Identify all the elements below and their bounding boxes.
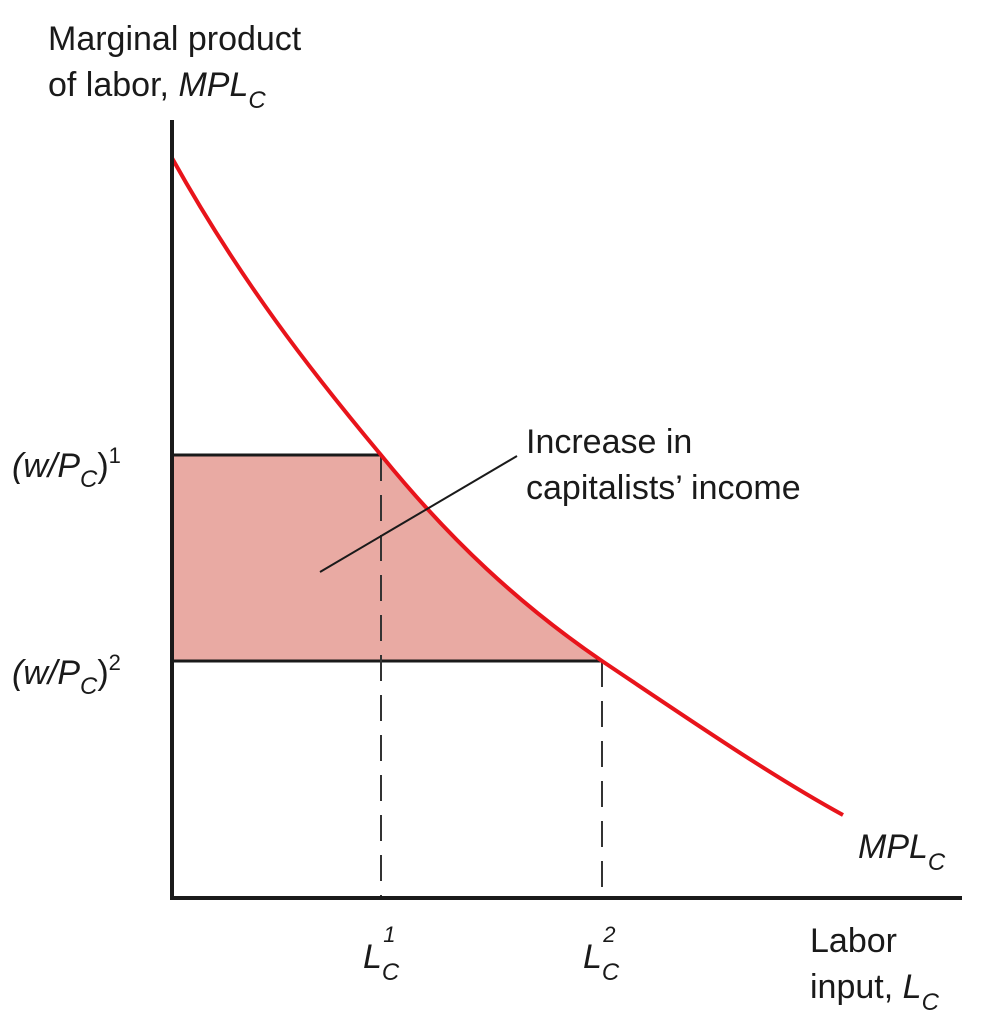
y-tick-wage-1: (w/PC)1 [12, 443, 121, 493]
x-tick-l2: LC2 [583, 922, 620, 986]
capitalists-income-area [172, 455, 602, 661]
y-axis-title-line1: Marginal product [48, 20, 302, 58]
mpl-curve-label: MPLC [858, 828, 946, 876]
y-axis-title-line2: of labor, MPLC [48, 66, 266, 114]
x-axis-title-line2: input, LC [810, 968, 940, 1016]
x-axis-title-line1: Labor [810, 922, 897, 960]
mpl-curve [170, 157, 844, 817]
annotation-line2: capitalists’ income [526, 469, 801, 507]
annotation-line1: Increase in [526, 423, 692, 461]
y-tick-wage-2: (w/PC)2 [12, 650, 121, 700]
x-tick-l1: LC1 [363, 922, 400, 986]
annotation-leader [319, 455, 518, 573]
